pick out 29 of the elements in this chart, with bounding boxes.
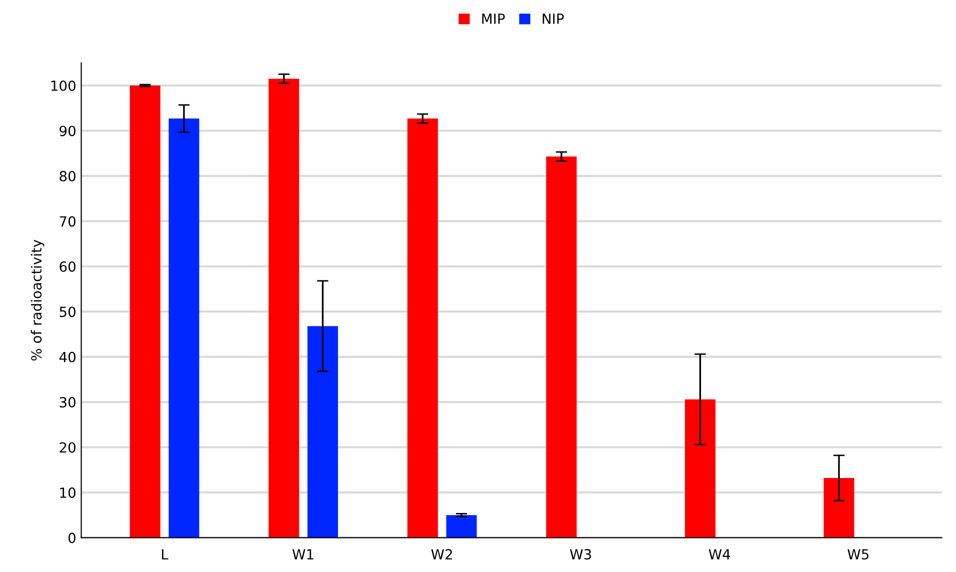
bar	[130, 86, 160, 538]
y-tick-label: 10	[60, 487, 76, 498]
bar	[824, 478, 854, 538]
y-tick-label: 80	[60, 170, 76, 182]
bar	[307, 326, 338, 538]
y-tick-label: 40	[59, 352, 76, 362]
y-tick-label: 100	[51, 80, 76, 91]
y-tick-label: 20	[60, 442, 76, 453]
y-tick-label: 50	[60, 306, 76, 318]
bar	[684, 399, 716, 538]
x-tick-label: W4	[708, 549, 730, 560]
x-tick-label: L	[162, 549, 168, 560]
bar	[446, 515, 477, 538]
x-tick-label: W5	[848, 549, 868, 560]
y-tick-label: 70	[60, 216, 76, 227]
legend-label: MIP	[482, 14, 505, 24]
legend-label: NIP	[542, 14, 564, 24]
bar	[268, 78, 300, 538]
y-axis-title: % of radioactivity	[30, 240, 44, 361]
bar	[407, 118, 438, 538]
y-tick-label: 30	[60, 397, 76, 408]
y-tick-label: 0	[68, 532, 76, 544]
y-tick-label: 60	[60, 261, 76, 272]
x-tick-label: W2	[431, 549, 452, 560]
x-tick-label: W1	[292, 549, 314, 560]
bar	[546, 156, 577, 538]
x-tick-label: W3	[570, 549, 592, 560]
y-tick-label: 90	[60, 126, 76, 136]
bar	[168, 118, 200, 538]
